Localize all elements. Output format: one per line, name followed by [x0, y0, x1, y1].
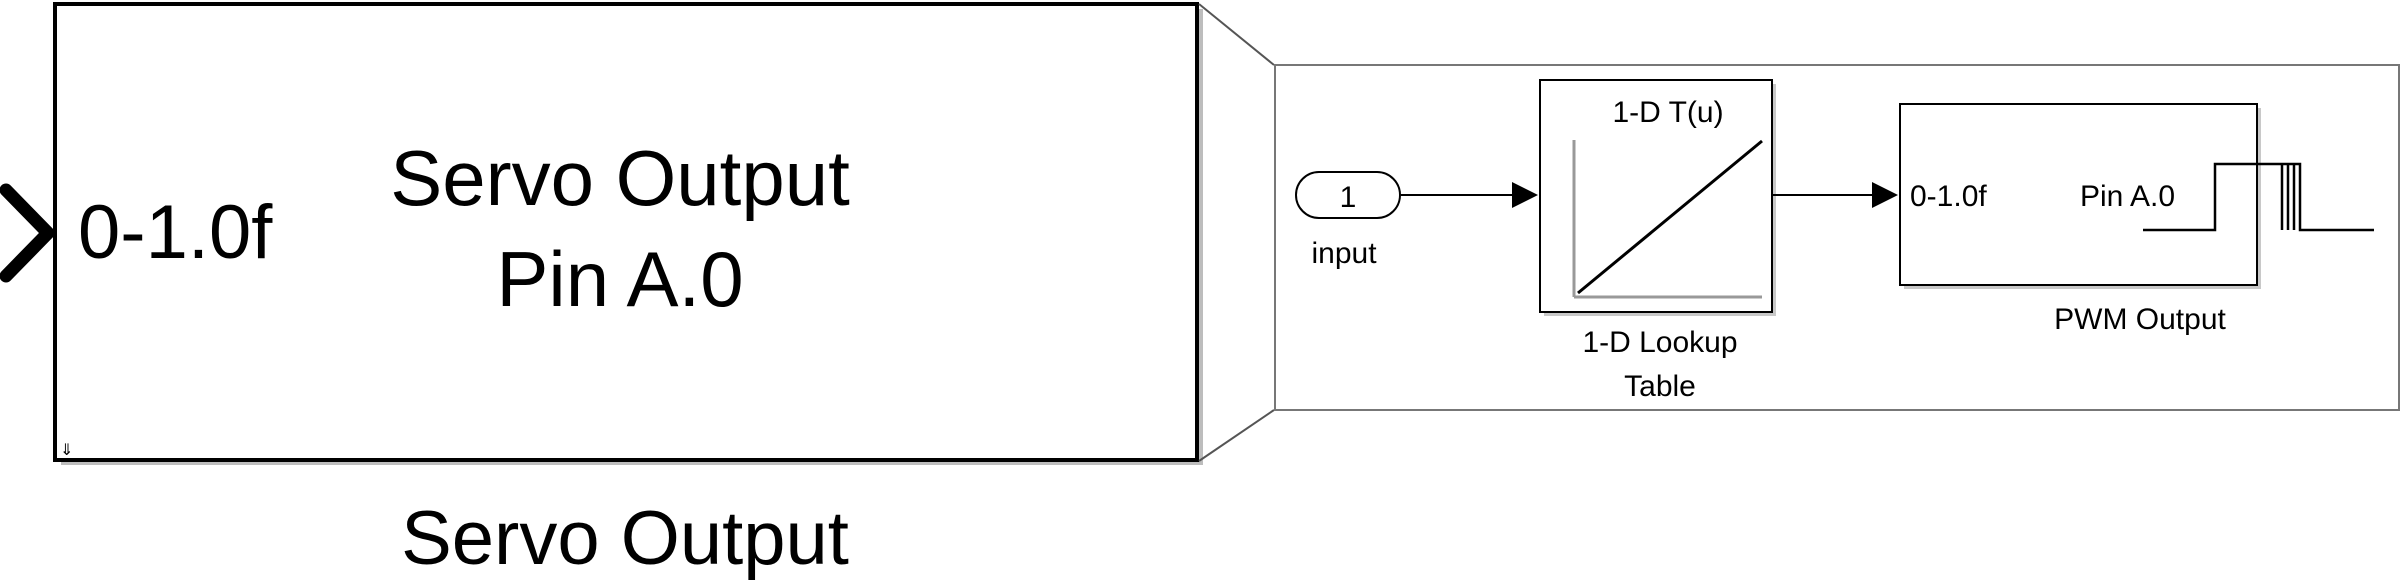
pwm-output-caption: PWM Output	[2054, 303, 2226, 336]
servo-block-body[interactable]	[53, 2, 1199, 462]
servo-block-caption: Servo Output	[401, 496, 849, 581]
pwm-waveform-icon	[2143, 162, 2374, 232]
pwm-pin-label: Pin A.0	[2080, 180, 2175, 213]
lookup-table-caption-line2: Table	[1624, 370, 1696, 403]
inport-number: 1	[1340, 181, 1357, 214]
lookup-table-block[interactable]: 1-D T(u)	[1539, 79, 1776, 316]
lookup-table-title: 1-D T(u)	[1612, 96, 1723, 129]
servo-port-label: 0-1.0f	[78, 190, 273, 275]
inport-oval[interactable]	[1295, 171, 1401, 219]
signal-arrow-input-to-lookup-icon	[1512, 182, 1538, 208]
zoom-connector-bottom	[1198, 409, 1275, 462]
inport-block[interactable]: 1 input	[1295, 171, 1401, 270]
pwm-output-body[interactable]	[1899, 103, 2258, 286]
pwm-output-block[interactable]: 0-1.0f Pin A.0	[1899, 103, 2374, 289]
inport-label: input	[1311, 237, 1377, 270]
servo-block-corner-icon: ⇓	[60, 442, 73, 459]
servo-output-block[interactable]: 0-1.0f Servo Output Pin A.0 ⇓	[0, 2, 1203, 465]
lookup-table-curve	[1577, 139, 1763, 295]
signal-arrow-lookup-to-pwm-icon	[1872, 182, 1898, 208]
servo-block-title-line2: Pin A.0	[496, 235, 743, 323]
servo-block-title-line1: Servo Output	[390, 134, 850, 222]
servo-input-port-chevron-icon[interactable]	[0, 183, 55, 283]
lookup-table-body[interactable]	[1539, 79, 1773, 313]
pwm-port-label: 0-1.0f	[1910, 180, 1987, 213]
lookup-table-caption-line1: 1-D Lookup	[1582, 326, 1737, 359]
zoom-connector-top	[1198, 3, 1275, 66]
